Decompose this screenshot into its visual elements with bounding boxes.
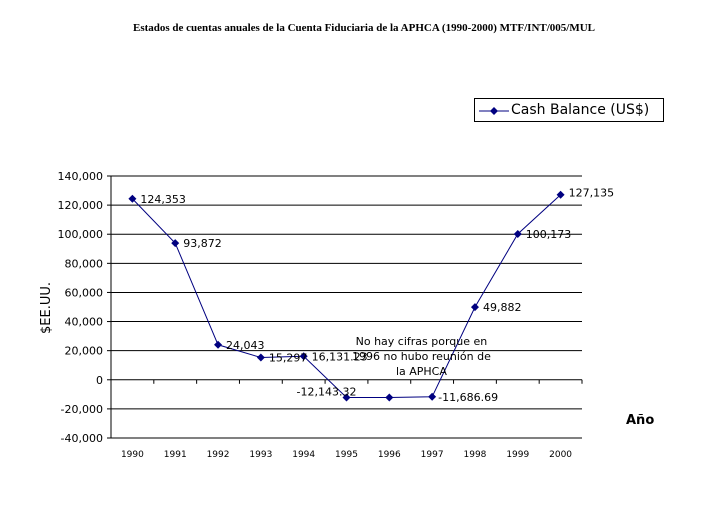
data-point bbox=[299, 352, 308, 361]
x-tick-label: 1993 bbox=[249, 450, 272, 460]
x-tick-label: 1990 bbox=[121, 450, 144, 460]
series-cash-balance bbox=[128, 190, 565, 402]
data-label: 124,353 bbox=[140, 193, 186, 206]
y-tick-label: 60,000 bbox=[65, 286, 104, 299]
x-tick-label: 1994 bbox=[292, 450, 315, 460]
x-tick-label: 1995 bbox=[335, 450, 358, 460]
data-point bbox=[256, 353, 265, 362]
data-point bbox=[428, 392, 437, 401]
data-point bbox=[128, 194, 137, 203]
y-tick-label: 20,000 bbox=[65, 345, 104, 358]
y-tick-labels: -40,000 -20,000 0 20,000 40,000 60,000 80,000 1… bbox=[58, 170, 104, 445]
data-point bbox=[342, 393, 351, 402]
annotation-line: la APHCA bbox=[396, 365, 447, 378]
legend-marker bbox=[479, 107, 509, 115]
legend: Cash Balance (US$) bbox=[474, 98, 664, 122]
y-tick-label: 40,000 bbox=[65, 316, 104, 329]
data-point bbox=[214, 340, 223, 349]
y-axis-label: $EE.UU. bbox=[39, 282, 54, 334]
y-tick-label: 140,000 bbox=[58, 170, 104, 183]
annotation-line: No hay cifras porque en bbox=[356, 335, 488, 348]
data-point bbox=[513, 229, 522, 238]
x-tick-label: 1996 bbox=[378, 450, 401, 460]
data-point bbox=[556, 190, 565, 199]
y-tick-label: 120,000 bbox=[58, 199, 104, 212]
annotation-line: 1996 no hubo reunión de bbox=[352, 350, 491, 363]
x-tick-labels: 1990 1991 1992 1993 1994 1995 1996 1997 1998 1999… bbox=[121, 450, 572, 460]
legend-label: Cash Balance (US$) bbox=[511, 102, 650, 118]
x-tick-label: 1998 bbox=[464, 450, 487, 460]
data-label: 49,882 bbox=[483, 301, 522, 314]
x-tick-label: 1999 bbox=[506, 450, 529, 460]
gridlines bbox=[111, 175, 582, 410]
data-label: 15,297 bbox=[269, 352, 308, 365]
data-label: 100,173 bbox=[526, 228, 572, 241]
y-tick-label: -20,000 bbox=[61, 403, 103, 416]
y-tick-label: 80,000 bbox=[65, 257, 104, 270]
x-tick-label: 2000 bbox=[549, 450, 572, 460]
data-labels: 124,353 93,872 24,043 15,297 16,131.23 -12,14… bbox=[140, 187, 614, 404]
data-label: 24,043 bbox=[226, 339, 265, 352]
y-tick-label: 0 bbox=[96, 374, 103, 387]
y-tick-label: -40,000 bbox=[61, 432, 103, 445]
data-label: 93,872 bbox=[183, 237, 222, 250]
chart-title: Estados de cuentas anuales de la Cuenta … bbox=[132, 22, 596, 34]
y-tick-label: 100,000 bbox=[58, 228, 104, 241]
data-point bbox=[470, 303, 479, 312]
data-label: 127,135 bbox=[569, 187, 615, 200]
series-line bbox=[132, 194, 561, 398]
data-label: -12,143.32 bbox=[297, 385, 357, 398]
data-point bbox=[385, 393, 394, 402]
data-point bbox=[171, 239, 180, 248]
x-axis-label: Año bbox=[626, 413, 654, 428]
data-label: 16,131.23 bbox=[312, 350, 368, 363]
axes bbox=[107, 175, 583, 439]
annotation: No hay cifras porque en 1996 no hubo reun… bbox=[352, 335, 491, 378]
data-label: -11,686.69 bbox=[438, 391, 498, 404]
x-tick-label: 1997 bbox=[421, 450, 444, 460]
x-tick-label: 1991 bbox=[164, 450, 187, 460]
x-tick-label: 1992 bbox=[207, 450, 230, 460]
